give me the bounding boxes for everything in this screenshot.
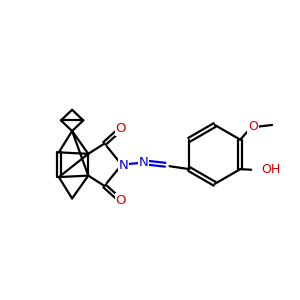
Text: O: O bbox=[116, 194, 126, 207]
Text: OH: OH bbox=[261, 163, 280, 176]
Text: O: O bbox=[248, 120, 258, 133]
Text: N: N bbox=[139, 156, 148, 169]
Text: N: N bbox=[118, 158, 128, 172]
Text: O: O bbox=[116, 122, 126, 135]
